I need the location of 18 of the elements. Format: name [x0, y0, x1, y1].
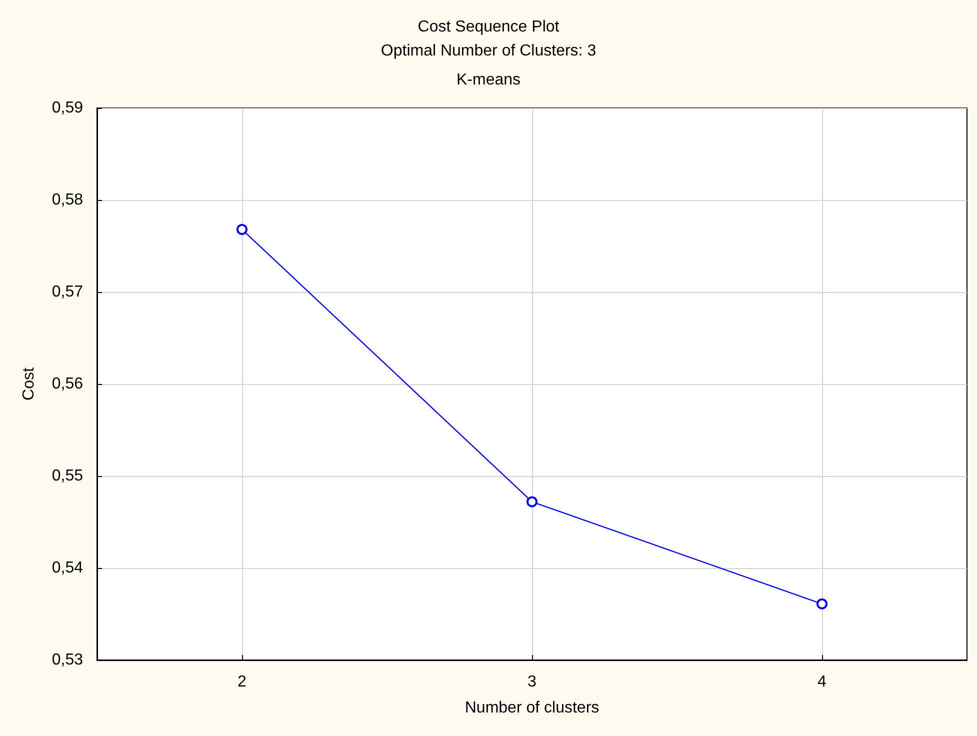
point [816, 598, 828, 610]
y-tick-label: 0,55 [52, 468, 84, 484]
chart-title: Cost Sequence Plot [418, 18, 560, 36]
x-axis-title: Number of clusters [464, 700, 600, 716]
y-tick-label: 0,53 [52, 652, 84, 668]
y-tick-label: 0,56 [52, 376, 84, 392]
x-tick-label: 3 [528, 674, 537, 690]
x-tick-label: 4 [818, 674, 827, 690]
y-tick-label: 0,58 [52, 192, 84, 208]
x-tick-label: 2 [238, 674, 247, 690]
y-axis-title: Cost [20, 367, 38, 400]
point [236, 224, 248, 235]
point [526, 496, 538, 508]
y-tick-label: 0,59 [52, 100, 84, 116]
y-tick-label: 0,54 [52, 560, 84, 576]
y-tick-label: 0,57 [52, 284, 84, 300]
text: K-means [456, 72, 521, 88]
chart-subtitle: Optimal Number of Clusters: 3 [380, 42, 596, 60]
